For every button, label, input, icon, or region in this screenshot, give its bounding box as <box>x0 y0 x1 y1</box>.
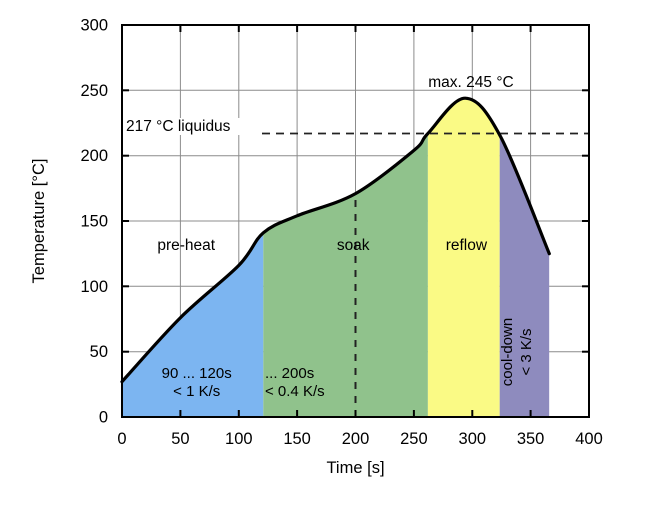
x-tick-label-100: 100 <box>225 430 253 448</box>
x-tick-label-400: 400 <box>575 430 603 448</box>
temperature-curve <box>120 96 551 384</box>
liquidus-label-background <box>123 118 261 135</box>
zone-note-cool-down-rotated: cool-down < 3 K/s <box>499 318 535 386</box>
zone-fill-soak <box>263 133 428 417</box>
y-tick-label-250: 250 <box>80 82 108 100</box>
x-tick-label-150: 150 <box>283 430 311 448</box>
x-tick-label-350: 350 <box>517 430 545 448</box>
zone-label-soak: soak <box>337 237 370 254</box>
y-tick-label-50: 50 <box>90 343 108 361</box>
zone-fill-reflow <box>427 98 500 417</box>
annotation-liquidus: 217 °C liquidus <box>126 118 231 135</box>
zone-fill-pre-heat <box>122 232 264 417</box>
zone-label-pre-heat: pre-heat <box>157 237 215 254</box>
x-axis-title: Time [s] <box>326 459 384 477</box>
zone-fill-cool-down <box>499 135 550 417</box>
y-tick-label-200: 200 <box>80 147 108 165</box>
zone-note-pre-heat-line1: 90 ... 120s <box>162 365 232 382</box>
annotation-max-temp: max. 245 °C <box>428 74 513 91</box>
zone-label-reflow: reflow <box>446 237 488 254</box>
x-tick-label-0: 0 <box>117 430 126 448</box>
x-tick-label-200: 200 <box>342 430 370 448</box>
y-tick-label-150: 150 <box>80 213 108 231</box>
y-axis-title: Temperature [°C] <box>30 159 48 284</box>
zone-note-soak-line1: ... 200s <box>265 365 314 382</box>
zone-note-pre-heat-line2: < 1 K/s <box>173 383 220 400</box>
axis-ticks <box>121 24 590 418</box>
y-tick-label-0: 0 <box>99 409 108 427</box>
x-tick-label-50: 50 <box>171 430 189 448</box>
zone-note-cool-down-line1: cool-down <box>499 318 516 386</box>
y-tick-label-300: 300 <box>80 17 108 35</box>
zone-note-soak-line2: < 0.4 K/s <box>265 383 325 400</box>
y-tick-label-100: 100 <box>80 278 108 296</box>
x-tick-label-250: 250 <box>400 430 428 448</box>
zone-note-cool-down-line2: < 3 K/s <box>518 328 535 375</box>
x-tick-label-300: 300 <box>459 430 487 448</box>
